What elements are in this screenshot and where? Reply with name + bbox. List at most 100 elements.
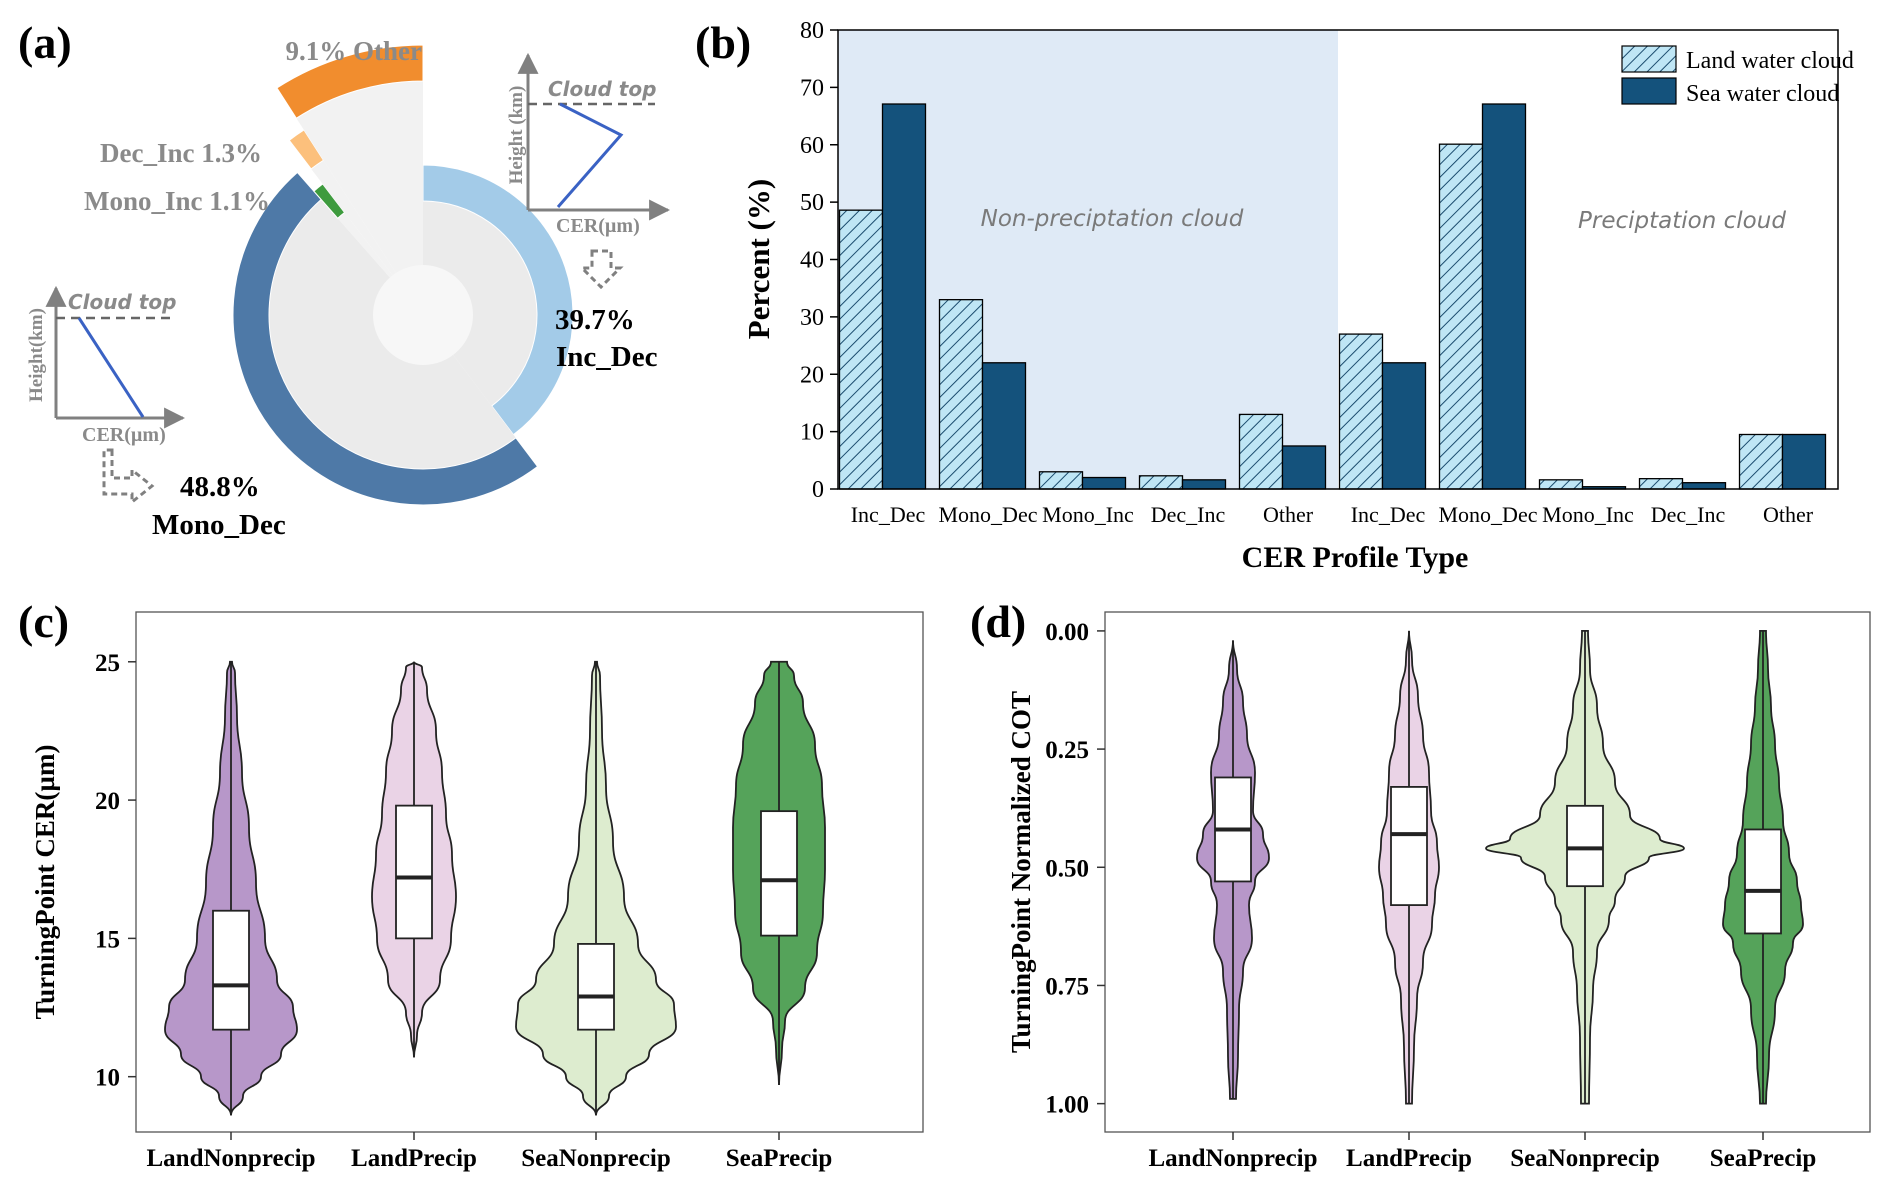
bar-sea-4 bbox=[1281, 445, 1327, 490]
y-tick-label-0: 10 bbox=[95, 1065, 120, 1092]
bar-land-9 bbox=[1738, 433, 1784, 490]
bar-chart-legend: Land water cloud Sea water cloud bbox=[1621, 45, 1854, 107]
y-tick-label-0: 0.00 bbox=[1045, 619, 1089, 646]
panel-b-letter: (b) bbox=[695, 17, 751, 68]
inset-x-label: CER(µm) bbox=[82, 424, 166, 446]
box-seanonprecip bbox=[1566, 804, 1604, 888]
violin-d-y-ticks: 0.00 0.25 0.50 0.75 1.00 bbox=[1045, 619, 1105, 1119]
y-tick-label-80: 80 bbox=[800, 18, 824, 44]
bar-chart-x-label: CER Profile Type bbox=[1242, 541, 1469, 574]
violin-d-x-ticks: LandNonprecip LandPrecip SeaNonprecip SeaPr… bbox=[1148, 1132, 1816, 1172]
y-tick-label-1: 0.25 bbox=[1045, 737, 1089, 764]
panel-d-letter: (d) bbox=[970, 596, 1026, 647]
panel-a: (a) 9.1% Other Dec_Inc 1.3% Mono_Inc 1.1… bbox=[18, 17, 671, 541]
x-tick-label-7: Mono_Inc bbox=[1542, 502, 1634, 527]
panel-c-letter: (c) bbox=[18, 596, 69, 647]
y-tick-label-40: 40 bbox=[800, 248, 824, 274]
box-seanonprecip bbox=[577, 943, 615, 1031]
x-tick-label-1: Mono_Dec bbox=[939, 502, 1038, 527]
bar-sea-0 bbox=[881, 103, 927, 490]
pie-label-inc-dec-name: Inc_Dec bbox=[556, 341, 658, 373]
inset-cloud-top-label: Cloud top bbox=[68, 290, 176, 314]
pie-slice-mono-dec bbox=[232, 171, 539, 506]
y-tick-label-2: 0.50 bbox=[1045, 855, 1089, 882]
violin-c-x-ticks: LandNonprecip LandPrecip SeaNonprecip SeaPr… bbox=[146, 1132, 832, 1172]
box-landprecip bbox=[1390, 786, 1428, 906]
violin-c-y-ticks: 10 15 20 25 bbox=[95, 650, 136, 1092]
bar-land-0 bbox=[838, 209, 884, 490]
x-tick-label-3: SeaPrecip bbox=[1710, 1145, 1816, 1172]
x-tick-label-4: Other bbox=[1263, 502, 1314, 527]
bar-land-5 bbox=[1338, 333, 1384, 490]
box-seaprecip bbox=[760, 810, 798, 937]
violin-chart-cer bbox=[164, 660, 826, 1116]
bar-sea-9 bbox=[1781, 433, 1827, 490]
x-tick-label-8: Dec_Inc bbox=[1651, 502, 1726, 527]
y-tick-label-50: 50 bbox=[800, 190, 824, 216]
inset-profile-line bbox=[556, 102, 624, 208]
bar-land-3 bbox=[1138, 475, 1184, 490]
y-tick-label-4: 1.00 bbox=[1045, 1092, 1089, 1119]
bar-sea-2 bbox=[1081, 476, 1127, 490]
x-tick-label-6: Mono_Dec bbox=[1439, 502, 1538, 527]
bar-land-7 bbox=[1538, 479, 1584, 490]
x-tick-label-1: LandPrecip bbox=[1346, 1145, 1472, 1172]
inset-inc-dec-profile: Cloud top Height (km) CER(µm) bbox=[506, 52, 671, 290]
pie-label-mono-dec-pct: 48.8% bbox=[180, 471, 260, 503]
region-label-precip: Preciptation cloud bbox=[1578, 208, 1786, 234]
y-tick-label-70: 70 bbox=[800, 75, 824, 101]
violin-chart-cot bbox=[1196, 630, 1804, 1105]
panel-c: (c) 10 15 20 25 LandNonprecip LandPrecip SeaN… bbox=[18, 596, 924, 1172]
y-tick-label-10: 10 bbox=[800, 420, 824, 446]
inset-y-label: Height (km) bbox=[506, 86, 527, 185]
legend-label-land: Land water cloud bbox=[1686, 48, 1854, 74]
down-arrow-icon bbox=[578, 249, 624, 290]
pie-slice-other bbox=[276, 44, 424, 119]
x-tick-label-2: SeaNonprecip bbox=[1510, 1145, 1660, 1172]
inset-x-label: CER(µm) bbox=[556, 215, 640, 237]
y-tick-label-3: 0.75 bbox=[1045, 973, 1089, 1000]
bar-chart-y-label: Percent (%) bbox=[741, 179, 776, 339]
box-landprecip bbox=[395, 804, 433, 940]
pie-label-inc-dec-pct: 39.7% bbox=[555, 304, 635, 336]
violin-c-frame bbox=[135, 611, 924, 1133]
bar-land-8 bbox=[1638, 478, 1684, 490]
panel-d: (d) 0.000.250.500.751.00 LandNonprecip La… bbox=[970, 596, 1871, 1172]
x-tick-label-9: Other bbox=[1763, 502, 1814, 527]
inset-y-label: Height(km) bbox=[26, 308, 47, 402]
x-tick-label-3: Dec_Inc bbox=[1151, 502, 1226, 527]
pie-inner-other bbox=[296, 81, 423, 315]
right-arrow-icon bbox=[102, 448, 155, 506]
bar-sea-1 bbox=[981, 362, 1027, 490]
x-tick-label-2: SeaNonprecip bbox=[521, 1145, 671, 1172]
inset-profile-line bbox=[77, 317, 145, 418]
pie-center-hole bbox=[373, 265, 473, 365]
y-tick-label-3: 25 bbox=[95, 650, 120, 677]
bar-sea-3 bbox=[1181, 479, 1227, 490]
pie-label-mono-dec-name: Mono_Dec bbox=[152, 509, 286, 541]
x-tick-label-5: Inc_Dec bbox=[1351, 502, 1426, 527]
y-tick-label-20: 20 bbox=[800, 362, 824, 388]
violin-d-frame bbox=[1104, 611, 1871, 1133]
box-landnonprecip bbox=[212, 909, 250, 1031]
bar-sea-5 bbox=[1381, 362, 1427, 490]
legend-swatch-land bbox=[1621, 45, 1677, 73]
legend-swatch-sea bbox=[1621, 77, 1677, 105]
pie-label-dec-inc: Dec_Inc 1.3% bbox=[100, 138, 262, 168]
panel-a-letter: (a) bbox=[18, 17, 72, 68]
inset-mono-dec-profile: Cloud top Height(km) CER(µm) bbox=[26, 285, 186, 506]
pie-label-other: 9.1% Other bbox=[286, 36, 422, 66]
region-label-nonprecip: Non-preciptation cloud bbox=[981, 206, 1244, 232]
bar-land-6 bbox=[1438, 143, 1484, 490]
bar-sea-8 bbox=[1681, 482, 1727, 490]
violin-c-y-label: TurningPoint CER(µm) bbox=[30, 745, 60, 1020]
bar-chart-y-ticks: 0 10 20 30 40 50 60 70 80 bbox=[800, 18, 838, 503]
y-tick-label-2: 20 bbox=[95, 788, 120, 815]
y-tick-label-0: 0 bbox=[812, 477, 824, 503]
y-tick-label-1: 15 bbox=[95, 926, 120, 953]
x-tick-label-0: Inc_Dec bbox=[851, 502, 926, 527]
legend-label-sea: Sea water cloud bbox=[1686, 81, 1839, 107]
x-tick-label-1: LandPrecip bbox=[351, 1145, 477, 1172]
